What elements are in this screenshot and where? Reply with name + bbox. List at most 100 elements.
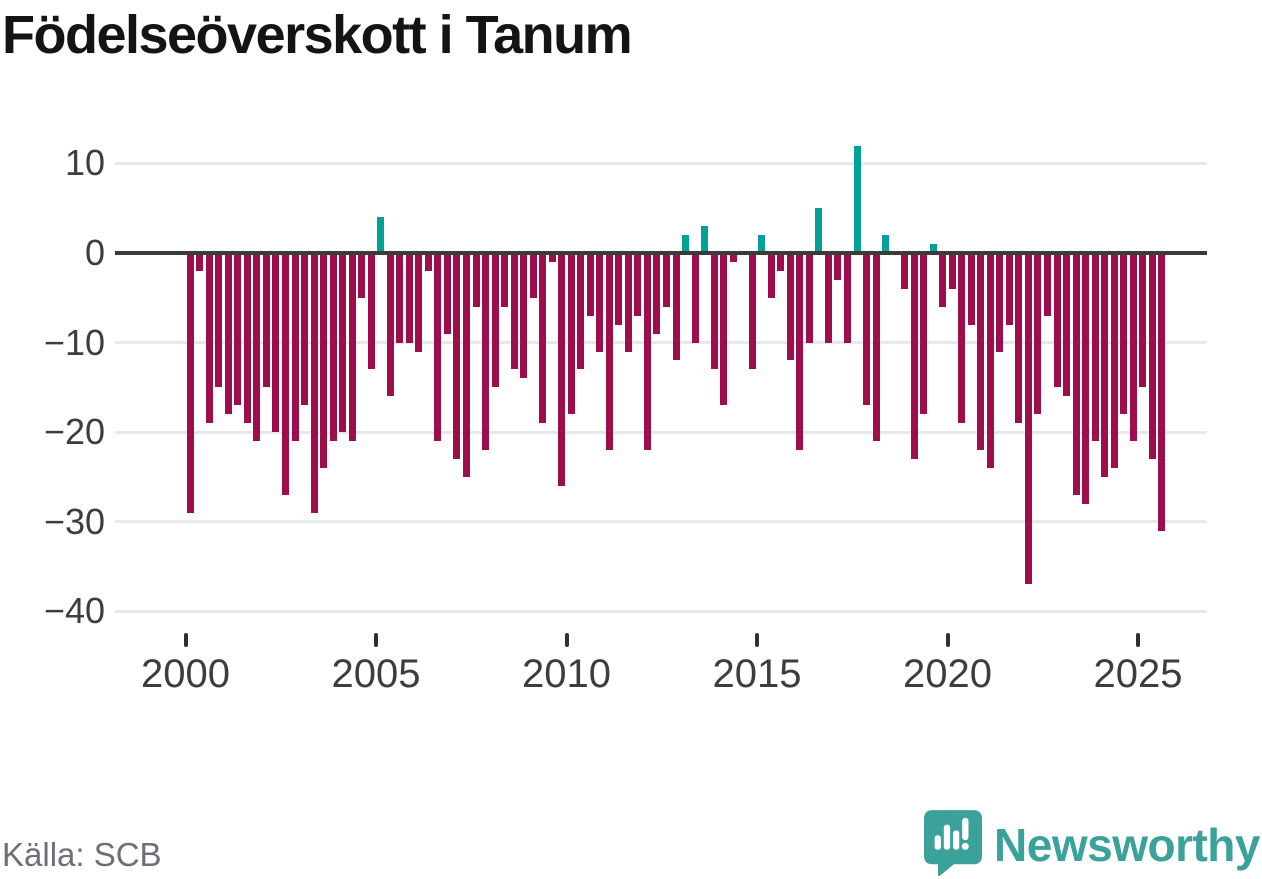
bar-2011-q1[interactable]: [605, 253, 613, 451]
bar-2007-q4[interactable]: [482, 253, 490, 451]
bar-2009-q4[interactable]: [558, 253, 566, 486]
bar-2006-q3[interactable]: [434, 253, 442, 442]
bar-2017-q2[interactable]: [843, 253, 851, 343]
bar-2004-q1[interactable]: [339, 253, 347, 433]
bar-2007-q1[interactable]: [453, 253, 461, 459]
bar-2010-q3[interactable]: [586, 253, 594, 316]
bar-2023-q3[interactable]: [1082, 253, 1090, 504]
bar-2014-q4[interactable]: [748, 253, 756, 370]
bar-2001-q1[interactable]: [224, 253, 232, 415]
bar-2002-q4[interactable]: [291, 253, 299, 442]
bar-2012-q1[interactable]: [643, 253, 651, 451]
bar-2000-q4[interactable]: [215, 253, 223, 388]
bar-2004-q4[interactable]: [367, 253, 375, 370]
bar-2024-q3[interactable]: [1120, 253, 1128, 415]
bar-2003-q3[interactable]: [320, 253, 328, 468]
bar-2011-q2[interactable]: [615, 253, 623, 325]
bar-2014-q2[interactable]: [729, 253, 737, 262]
bar-2015-q3[interactable]: [777, 253, 785, 271]
bar-2004-q3[interactable]: [358, 253, 366, 298]
bar-2012-q3[interactable]: [663, 253, 670, 307]
bar-2005-q2[interactable]: [386, 253, 394, 397]
bar-2019-q4[interactable]: [939, 253, 947, 307]
bar-2021-q3[interactable]: [1005, 253, 1013, 325]
bar-2020-q4[interactable]: [977, 253, 985, 451]
bar-2010-q4[interactable]: [596, 253, 604, 352]
bar-2012-q4[interactable]: [672, 253, 680, 361]
bar-2022-q4[interactable]: [1053, 253, 1061, 388]
bar-2025-q3[interactable]: [1158, 253, 1166, 531]
bar-2022-q1[interactable]: [1024, 253, 1032, 585]
bar-2016-q3[interactable]: [815, 208, 823, 253]
bar-2012-q2[interactable]: [653, 253, 661, 334]
bar-2020-q1[interactable]: [948, 253, 956, 289]
bar-2017-q4[interactable]: [863, 253, 871, 406]
bar-2010-q2[interactable]: [577, 253, 585, 370]
bar-2013-q2[interactable]: [691, 253, 699, 343]
bar-2016-q1[interactable]: [796, 253, 804, 451]
bar-2017-q3[interactable]: [853, 145, 861, 253]
bar-2022-q2[interactable]: [1034, 253, 1042, 415]
bar-2004-q2[interactable]: [348, 253, 356, 442]
bar-2015-q1[interactable]: [758, 235, 766, 253]
bar-2024-q2[interactable]: [1110, 253, 1118, 468]
bar-2023-q4[interactable]: [1091, 253, 1099, 442]
bar-2005-q3[interactable]: [396, 253, 404, 343]
bar-2013-q1[interactable]: [682, 235, 690, 253]
bar-2016-q4[interactable]: [824, 253, 832, 343]
bar-2017-q1[interactable]: [834, 253, 842, 280]
bar-2000-q1[interactable]: [186, 253, 194, 513]
bar-2005-q1[interactable]: [377, 217, 385, 253]
bar-2019-q2[interactable]: [920, 253, 928, 415]
bar-2003-q1[interactable]: [301, 253, 309, 406]
bar-2003-q4[interactable]: [329, 253, 337, 442]
bar-2023-q2[interactable]: [1072, 253, 1080, 495]
bar-2002-q1[interactable]: [262, 253, 270, 388]
bar-2019-q1[interactable]: [910, 253, 918, 459]
bar-2009-q3[interactable]: [548, 253, 556, 262]
bar-2001-q4[interactable]: [253, 253, 261, 442]
bar-2000-q2[interactable]: [196, 253, 204, 271]
bar-2020-q2[interactable]: [958, 253, 966, 424]
bar-2018-q1[interactable]: [872, 253, 880, 442]
bar-2013-q3[interactable]: [701, 226, 709, 253]
bar-2008-q2[interactable]: [501, 253, 509, 307]
bar-2015-q4[interactable]: [786, 253, 794, 361]
bar-2007-q2[interactable]: [462, 253, 470, 477]
bar-2011-q3[interactable]: [624, 253, 632, 352]
bar-2025-q1[interactable]: [1139, 253, 1147, 388]
bar-2015-q2[interactable]: [767, 253, 775, 298]
bar-2006-q4[interactable]: [443, 253, 451, 334]
bar-2021-q2[interactable]: [996, 253, 1004, 352]
bar-2010-q1[interactable]: [567, 253, 575, 415]
bar-2020-q3[interactable]: [967, 253, 975, 325]
bar-2025-q2[interactable]: [1148, 253, 1156, 459]
bar-2014-q1[interactable]: [720, 253, 728, 406]
bar-2002-q2[interactable]: [272, 253, 280, 433]
bar-2024-q1[interactable]: [1101, 253, 1109, 477]
bar-2002-q3[interactable]: [282, 253, 289, 495]
bar-2019-q3[interactable]: [929, 244, 937, 253]
bar-2013-q4[interactable]: [710, 253, 718, 370]
bar-2000-q3[interactable]: [205, 253, 213, 424]
bar-2022-q3[interactable]: [1044, 253, 1051, 316]
bar-2009-q1[interactable]: [529, 253, 537, 298]
bar-2021-q4[interactable]: [1015, 253, 1023, 424]
bar-2009-q2[interactable]: [539, 253, 547, 424]
bar-2021-q1[interactable]: [986, 253, 994, 468]
bar-2018-q2[interactable]: [882, 235, 890, 253]
bar-2001-q2[interactable]: [234, 253, 242, 406]
bar-2016-q2[interactable]: [805, 253, 813, 343]
bar-2011-q4[interactable]: [634, 253, 642, 316]
bar-2005-q4[interactable]: [405, 253, 413, 343]
bar-2006-q1[interactable]: [415, 253, 423, 352]
bar-2008-q1[interactable]: [491, 253, 499, 388]
bar-2023-q1[interactable]: [1063, 253, 1071, 397]
bar-2008-q4[interactable]: [520, 253, 528, 379]
bar-2007-q3[interactable]: [472, 253, 480, 307]
bar-2024-q4[interactable]: [1129, 253, 1137, 442]
bar-2008-q3[interactable]: [510, 253, 518, 370]
bar-2018-q4[interactable]: [901, 253, 909, 289]
bar-2001-q3[interactable]: [243, 253, 251, 424]
bar-2006-q2[interactable]: [424, 253, 432, 271]
